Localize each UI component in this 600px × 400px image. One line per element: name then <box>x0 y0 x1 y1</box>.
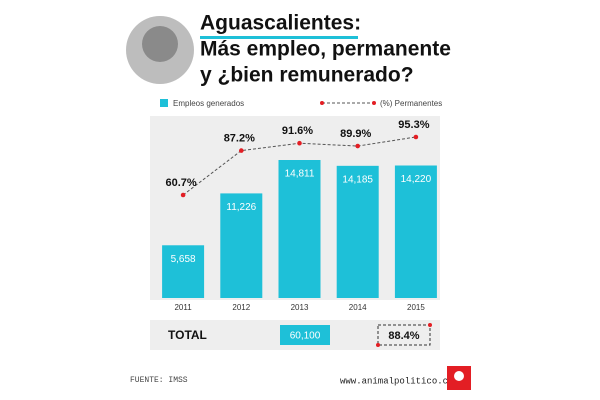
line-point <box>355 143 361 149</box>
bar <box>220 193 263 298</box>
bar <box>162 245 205 298</box>
x-tick-label: 2012 <box>232 303 250 312</box>
logo-mark <box>454 371 464 381</box>
line-label: 89.9% <box>340 128 371 140</box>
x-tick-label: 2013 <box>291 303 309 312</box>
line-point <box>180 192 186 198</box>
line-label: 60.7% <box>165 177 196 189</box>
x-tick-label: 2011 <box>174 303 192 312</box>
portrait-face <box>142 26 178 62</box>
website: www.animalpolitico.com <box>340 376 459 386</box>
total-value: 88.4% <box>388 330 419 342</box>
line-label: 87.2% <box>224 132 255 144</box>
line-label: 91.6% <box>282 125 313 137</box>
title-line: y ¿bien remunerado? <box>200 64 414 87</box>
legend-dot <box>372 101 376 105</box>
bar-label: 5,658 <box>171 254 196 265</box>
bar <box>394 165 437 298</box>
x-tick-label: 2015 <box>407 303 425 312</box>
bar-label: 11,226 <box>226 202 256 213</box>
line-point <box>413 134 419 140</box>
total-value: 60,100 <box>290 331 321 342</box>
title-line: Más empleo, permanente <box>200 38 451 61</box>
bar-label: 14,220 <box>401 174 432 185</box>
line-label: 95.3% <box>398 119 429 131</box>
total-dot <box>428 323 432 327</box>
legend-dot <box>320 101 324 105</box>
bar-label: 14,185 <box>342 174 373 185</box>
bar-label: 14,811 <box>285 169 315 180</box>
legend-label: (%) Permanentes <box>380 99 442 108</box>
line-point <box>239 148 244 153</box>
total-pct-box <box>377 324 431 346</box>
legend-swatch <box>160 99 168 107</box>
line-point <box>297 140 302 146</box>
title-underline <box>200 36 358 39</box>
total-label: TOTAL <box>168 328 207 342</box>
total-bar-box <box>280 325 330 345</box>
x-tick-label: 2014 <box>349 303 367 312</box>
total-dot <box>376 343 380 347</box>
bar <box>336 165 379 298</box>
legend-label: Empleos generados <box>173 99 244 108</box>
bar <box>278 160 321 298</box>
source: FUENTE: IMSS <box>130 376 188 385</box>
title-line: Aguascalientes: <box>200 12 361 35</box>
